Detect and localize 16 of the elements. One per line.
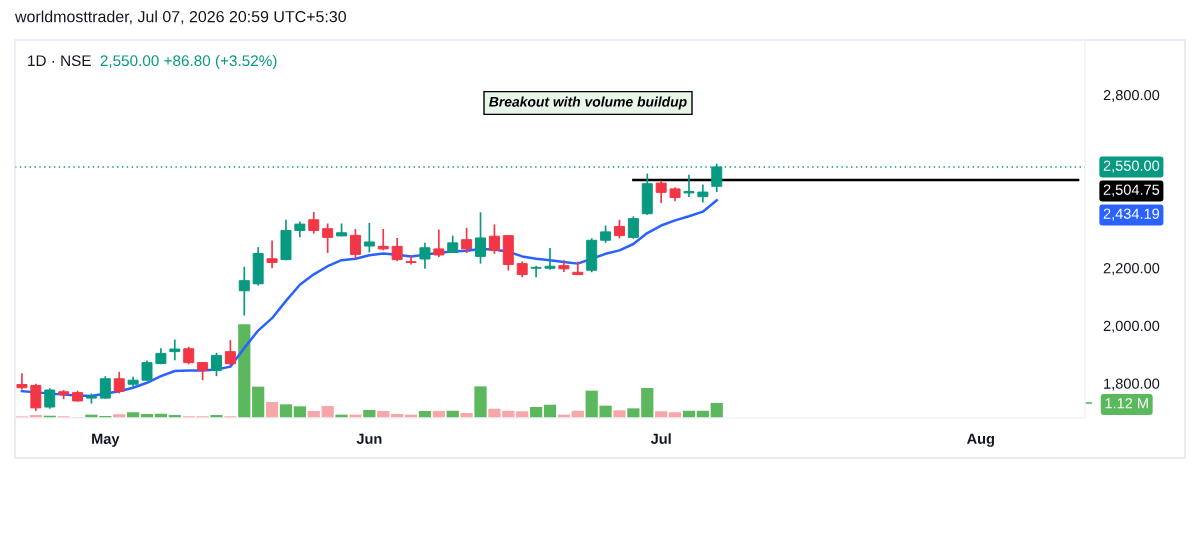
x-tick-label: Jun	[356, 433, 382, 444]
y-tick-label: 2,800.00	[1103, 89, 1160, 102]
text: 2,434.19	[1103, 208, 1160, 221]
y2-tick-label: 1.12 M	[1105, 398, 1148, 409]
text: worldmosttrader, Jul 07, 2026 20:59 UTC+5:30	[14, 10, 346, 25]
y-tick-label: 2,000.00	[1103, 320, 1160, 333]
data-label: 2,504.75	[1103, 184, 1160, 197]
ref-line-label: 2,550.00	[1103, 160, 1160, 173]
annotation: Breakout with volume buildup	[489, 96, 687, 110]
text: 2,550.00 +86.80 (+3.52%)	[100, 54, 277, 70]
text: 1D · NSE	[28, 55, 91, 67]
x-tick-label: Aug	[966, 433, 994, 447]
y-tick-label: 1,800.00	[1104, 378, 1160, 391]
x-tick-label: May	[92, 433, 120, 447]
x-tick-label: Jul	[650, 433, 671, 444]
y-tick-label: 2,200.00	[1103, 263, 1160, 276]
